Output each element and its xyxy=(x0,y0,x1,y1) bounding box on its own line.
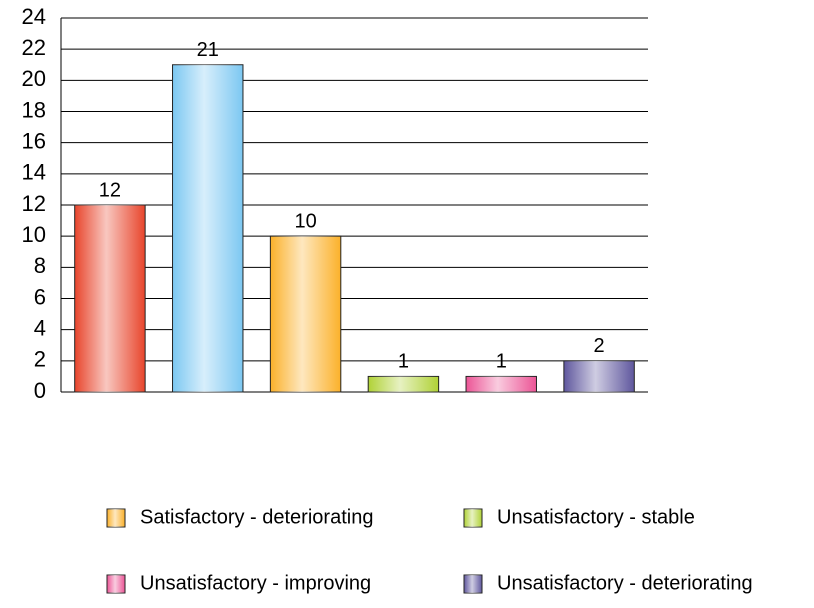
y-tick-label: 18 xyxy=(22,97,46,122)
y-tick-label: 10 xyxy=(22,222,46,247)
legend-label: Unsatisfactory - stable xyxy=(497,506,695,528)
value-label: 10 xyxy=(294,210,316,232)
legend-swatch-shine xyxy=(107,575,125,593)
bar-shine xyxy=(563,360,635,392)
y-tick-label: 2 xyxy=(34,347,46,372)
y-tick-label: 6 xyxy=(34,284,46,309)
bar-shine xyxy=(466,376,537,392)
y-tick-label: 4 xyxy=(34,315,46,340)
value-label: 12 xyxy=(99,179,121,201)
legend-label: Unsatisfactory - improving xyxy=(140,572,371,594)
y-tick-label: 14 xyxy=(22,160,46,185)
y-tick-label: 24 xyxy=(22,4,46,29)
value-label: 21 xyxy=(197,39,219,61)
y-tick-label: 12 xyxy=(22,191,46,216)
bar-shine xyxy=(172,64,243,392)
legend-label: Satisfactory - deteriorating xyxy=(140,506,373,528)
bar-shine xyxy=(270,236,341,392)
bar-shine xyxy=(74,205,146,392)
y-tick-label: 22 xyxy=(22,35,46,60)
value-label: 1 xyxy=(398,351,409,373)
y-tick-label: 8 xyxy=(34,253,46,278)
y-tick-label: 20 xyxy=(22,66,46,91)
value-label: 1 xyxy=(496,351,507,373)
legend-swatch-shine xyxy=(107,509,125,527)
value-label: 2 xyxy=(594,335,605,357)
bar-shine xyxy=(368,376,439,392)
y-tick-label: 0 xyxy=(34,378,46,403)
legend-swatch-shine xyxy=(464,575,482,593)
legend-swatch-shine xyxy=(464,509,482,527)
y-tick-label: 16 xyxy=(22,128,46,153)
legend-label: Unsatisfactory - deteriorating xyxy=(497,572,753,594)
